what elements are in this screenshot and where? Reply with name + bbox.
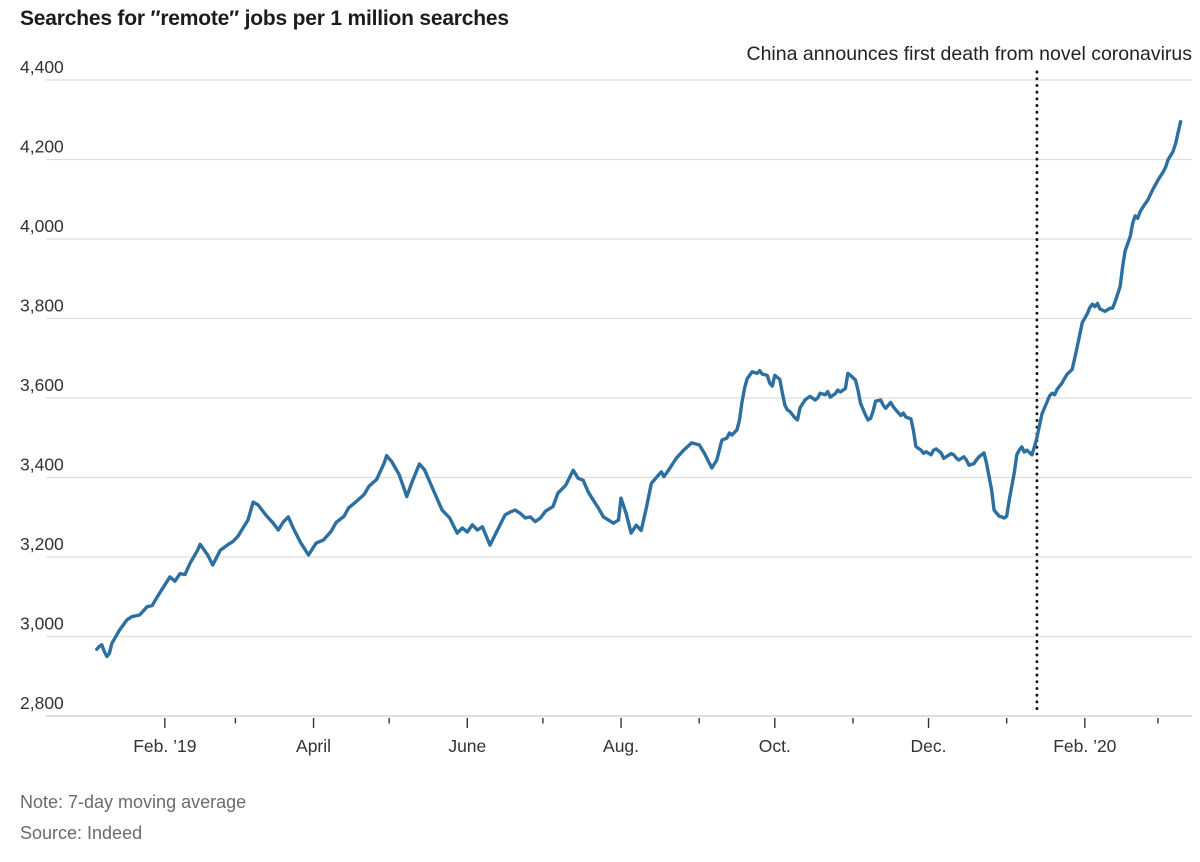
y-tick-label: 3,800 bbox=[20, 296, 64, 316]
y-tick-label: 4,000 bbox=[20, 216, 64, 236]
y-tick-label: 3,200 bbox=[20, 534, 64, 554]
series-line bbox=[95, 119, 1183, 659]
y-tick-label: 3,400 bbox=[20, 455, 64, 475]
event-annotation-label: China announces first death from novel c… bbox=[746, 43, 1193, 65]
x-tick-label: Oct. bbox=[759, 736, 791, 756]
y-tick-label: 3,000 bbox=[20, 614, 64, 634]
x-tick-label: Aug. bbox=[603, 736, 639, 756]
y-tick-label: 2,800 bbox=[20, 693, 64, 713]
x-tick-label: Dec. bbox=[911, 736, 947, 756]
y-tick-label: 3,600 bbox=[20, 375, 64, 395]
x-tick-label: June bbox=[448, 736, 486, 756]
line-chart: 2,800 3,000 3,200 3,400 3,600 3,800 4,000 4,200… bbox=[20, 57, 1192, 756]
x-tick-label: April bbox=[296, 736, 331, 756]
y-tick-label: 4,400 bbox=[20, 57, 64, 77]
source-line: Source: Indeed bbox=[20, 823, 143, 843]
x-tick-label: Feb. ’20 bbox=[1053, 736, 1116, 756]
y-tick-label: 4,200 bbox=[20, 137, 64, 157]
x-tick-label: Feb. ’19 bbox=[133, 736, 196, 756]
chart-footnote: Note: 7-day moving average Source: Indee… bbox=[20, 787, 246, 849]
note-line: Note: 7-day moving average bbox=[20, 792, 247, 812]
chart-title: Searches for ″remote″ jobs per 1 million… bbox=[20, 7, 509, 30]
